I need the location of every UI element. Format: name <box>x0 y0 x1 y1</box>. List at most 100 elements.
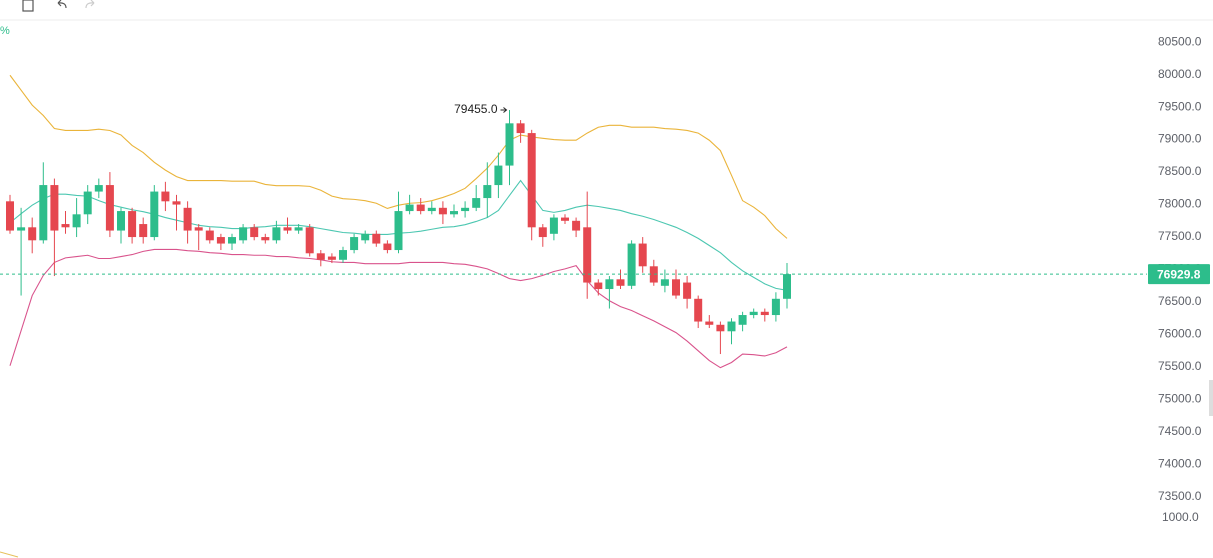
candle-body <box>649 266 658 283</box>
candle-body <box>183 207 192 231</box>
candle-body <box>128 211 137 238</box>
y-tick-label: 76000.0 <box>1158 327 1202 341</box>
high-marker-arrow <box>500 107 508 113</box>
candle-body <box>627 243 636 286</box>
y-tick-label: 80500.0 <box>1158 34 1202 48</box>
y-tick-label: 78000.0 <box>1158 197 1202 211</box>
candle-body <box>161 191 170 202</box>
candle-body <box>261 237 270 241</box>
candle-body <box>583 227 592 283</box>
candle-body <box>683 282 692 299</box>
candle-body <box>472 198 481 208</box>
candle-body <box>228 237 236 244</box>
y-tick-label: 79500.0 <box>1158 99 1202 113</box>
candle-body <box>405 204 414 212</box>
band-line <box>9 248 788 369</box>
candle-body <box>572 220 581 231</box>
candle-body <box>505 123 514 166</box>
candle-body <box>294 227 303 231</box>
candle-body <box>250 227 259 238</box>
candle-body <box>738 315 747 325</box>
volume-axis-label: 1000.0 <box>1162 510 1199 524</box>
candle-body <box>327 256 336 260</box>
candle-body <box>538 227 547 238</box>
delete-icon[interactable] <box>22 0 34 12</box>
candle-body <box>83 191 92 215</box>
candle-body <box>17 227 26 231</box>
candle-body <box>494 165 503 186</box>
candle-body <box>694 298 703 322</box>
edge-line <box>0 551 19 558</box>
y-tick-label: 79000.0 <box>1158 132 1202 146</box>
candle-body <box>194 227 203 231</box>
candle-body <box>316 253 325 260</box>
candle-body <box>549 217 558 234</box>
candle-body <box>383 243 392 251</box>
candle-body <box>239 227 248 241</box>
candle-body <box>272 227 281 241</box>
high-marker-label: 79455.0 <box>454 102 498 116</box>
candle-body <box>361 233 370 241</box>
candle-body <box>72 214 81 228</box>
toolbar <box>22 0 95 12</box>
y-tick-label: 76500.0 <box>1158 294 1202 308</box>
scrollbar[interactable] <box>1209 380 1213 416</box>
candle-body <box>394 211 403 251</box>
redo-icon[interactable] <box>85 0 95 9</box>
percent-label: % <box>0 25 10 37</box>
y-tick-label: 80000.0 <box>1158 67 1202 81</box>
candle-body <box>339 250 347 260</box>
candle-body <box>716 324 725 332</box>
candle-body <box>39 185 48 241</box>
candle-body <box>28 227 37 241</box>
candle-body <box>727 321 736 332</box>
candle-body <box>450 211 458 215</box>
candle-body <box>305 227 314 254</box>
candle-body <box>749 311 758 316</box>
y-tick-label: 75000.0 <box>1158 392 1202 406</box>
y-tick-label: 75500.0 <box>1158 359 1202 373</box>
y-tick-label: 74000.0 <box>1158 457 1202 471</box>
candle-body <box>760 311 769 316</box>
candle-body <box>461 207 470 212</box>
current-price-box <box>1148 264 1210 285</box>
y-tick-label: 78500.0 <box>1158 164 1202 178</box>
candle-body <box>350 237 359 251</box>
candle-body <box>561 217 569 221</box>
candle-body <box>150 191 159 238</box>
candle-body <box>105 185 114 231</box>
y-tick-label: 73500.0 <box>1158 489 1202 503</box>
candle-body <box>660 279 669 286</box>
candle-body <box>372 233 381 244</box>
candle-body <box>427 207 436 212</box>
y-tick-label: 74500.0 <box>1158 424 1202 438</box>
candle-body <box>117 211 125 231</box>
candle-body <box>527 133 536 228</box>
candle-body <box>705 321 714 325</box>
candle-body <box>516 123 525 134</box>
candle-body <box>672 279 680 296</box>
candle-body <box>771 298 780 316</box>
candle-body <box>50 185 59 231</box>
candle-body <box>438 207 447 215</box>
candle-body <box>605 279 614 290</box>
undo-icon[interactable] <box>57 0 67 9</box>
candle-body <box>783 274 791 299</box>
y-tick-label: 77500.0 <box>1158 229 1202 243</box>
candle-body <box>139 224 148 238</box>
candle-body <box>638 243 647 267</box>
candle-body <box>172 201 181 205</box>
candle-body <box>483 185 492 199</box>
candle-body <box>6 201 14 231</box>
current-price-label: 76929.8 <box>1157 267 1201 281</box>
candle-body <box>216 237 225 244</box>
candle-body <box>61 224 70 228</box>
candle-body <box>283 227 292 231</box>
candle-body <box>594 282 603 290</box>
candle-body <box>416 204 425 212</box>
candle-body <box>205 230 214 241</box>
candle-body <box>94 185 103 192</box>
candle-body <box>616 279 625 286</box>
